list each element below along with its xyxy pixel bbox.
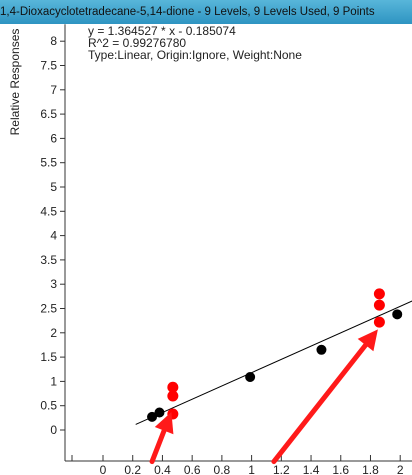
y-tick-label: 5.5	[40, 156, 57, 170]
replicate-point	[373, 299, 385, 311]
replicate-point	[167, 381, 179, 393]
y-tick-label: 0	[50, 423, 57, 437]
chart-header-title: 1,4-Dioxacyclotetradecane-5,14-dione - 9…	[0, 6, 375, 18]
y-tick-label: 6.5	[40, 107, 57, 121]
arrow-head	[357, 329, 378, 352]
annotation-line: y = 1.364527 * x - 0.185074	[88, 24, 236, 38]
x-tick-label: 2	[397, 463, 404, 475]
calibration-point	[154, 407, 165, 418]
x-tick-label: 0.4	[154, 463, 171, 475]
x-axis: 0 0.2 0.4 0.6 0.8 1 1.2 1.4 1.6 1.8 2	[65, 455, 412, 475]
calibration-point	[392, 309, 403, 320]
y-tick-label: 6	[50, 131, 57, 145]
data-points	[147, 288, 403, 422]
y-tick-label: 7.5	[40, 59, 57, 73]
y-tick-label: 0.5	[40, 399, 57, 413]
y-tick-label: 1.5	[40, 350, 57, 364]
y-tick-label: 4	[50, 229, 57, 243]
y-tick-label: 7	[50, 83, 57, 97]
replicate-point	[167, 390, 179, 402]
y-tick-label: 1	[50, 374, 57, 388]
calibration-point	[245, 372, 256, 383]
x-tick-label: 0.6	[184, 463, 201, 475]
y-tick-label: 2	[50, 326, 57, 340]
y-axis-label: Relative Responses	[8, 29, 22, 136]
arrow-shaft	[271, 342, 369, 465]
y-tick-label: 4.5	[40, 204, 57, 218]
y-tick-label: 8	[50, 34, 57, 48]
x-tick-label: 1	[248, 463, 255, 475]
annotation-line: Type:Linear, Origin:Ignore, Weight:None	[88, 48, 302, 62]
fit-line-group	[135, 300, 412, 425]
y-tick-label: 5	[50, 180, 57, 194]
y-tick-label: 3	[50, 277, 57, 291]
y-tick-label: 2.5	[40, 302, 57, 316]
y-axis: 0 0.5 1 1.5 2 2.5 3 3.5 4 4.5 5 5.5 6 6.5 7 7.5 8	[40, 24, 66, 461]
annotation-arrows	[149, 329, 378, 465]
x-tick-label: 1.6	[332, 463, 349, 475]
replicate-point	[373, 316, 385, 328]
x-tick-label: 1.2	[273, 463, 290, 475]
x-tick-label: 0.2	[124, 463, 141, 475]
x-tick-label: 1.8	[362, 463, 379, 475]
arrow-shaft	[149, 428, 167, 465]
x-tick-label: 1.4	[303, 463, 320, 475]
calibration-point	[316, 344, 327, 355]
header-bar	[0, 0, 412, 24]
replicate-point	[373, 288, 385, 300]
x-tick-label: 0	[100, 463, 107, 475]
arrow-head	[154, 412, 174, 435]
y-tick-label: 3.5	[40, 253, 57, 267]
x-tick-label: 0.8	[214, 463, 231, 475]
calibration-point	[147, 411, 158, 422]
fit-line	[135, 300, 412, 425]
annotation-line: R^2 = 0.99276780	[88, 36, 186, 50]
